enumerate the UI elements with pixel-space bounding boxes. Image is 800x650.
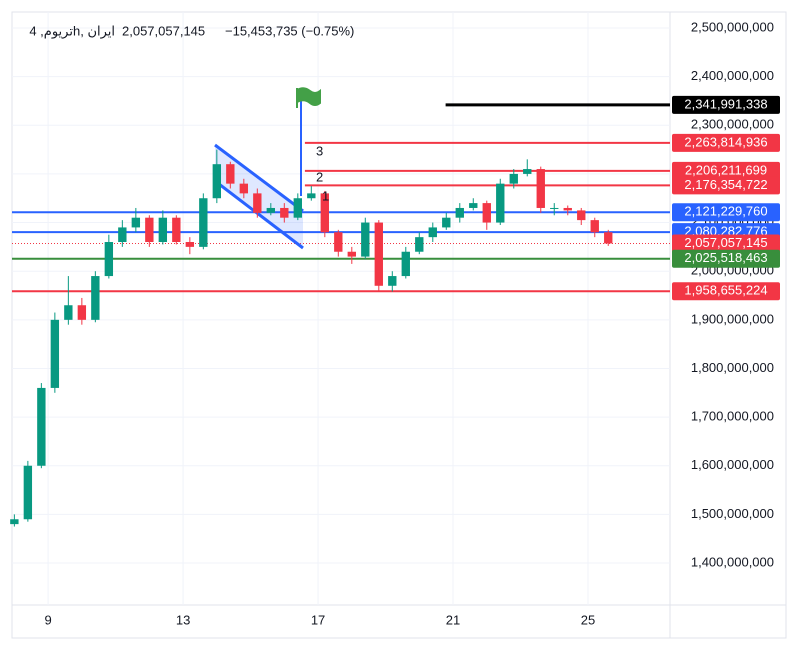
y-tick-label: 1,700,000,000	[691, 409, 774, 424]
candle-body	[23, 465, 33, 520]
candle-body	[428, 227, 437, 238]
annotation: 3	[316, 143, 323, 158]
candle-body	[212, 164, 222, 199]
candle-body	[577, 210, 586, 221]
candle-body	[104, 242, 114, 277]
x-tick-label: 25	[581, 612, 595, 627]
candle-body	[415, 237, 424, 252]
x-tick-label: 9	[44, 612, 51, 627]
channel-bottom	[214, 179, 304, 250]
y-tick-label: 1,800,000,000	[691, 360, 774, 375]
y-tick-label: 1,400,000,000	[691, 554, 774, 569]
candle-body	[509, 173, 518, 184]
candle-body	[590, 220, 599, 233]
candle-body	[10, 519, 19, 525]
candle-body	[334, 232, 343, 252]
candle-body	[307, 193, 316, 199]
candle-body	[388, 276, 397, 286]
candle-body	[37, 387, 46, 466]
candle-body	[482, 203, 491, 223]
price-level-tag	[672, 203, 780, 222]
price-level-tag	[672, 133, 780, 152]
candle-body	[496, 183, 505, 223]
candle-body	[374, 222, 383, 286]
candle-body	[91, 276, 100, 320]
candle-body	[172, 217, 181, 243]
x-tick-label: 17	[311, 612, 325, 627]
candle-body	[158, 217, 168, 243]
candle-body	[266, 207, 275, 213]
price-level-label: 2,176,354,722	[684, 177, 767, 192]
price-level-label: 2,263,814,936	[684, 134, 767, 149]
annotation: 2	[316, 169, 323, 184]
candle-body	[347, 251, 356, 257]
price-level-tag	[672, 282, 780, 301]
price-level-tag	[672, 249, 780, 268]
candle-body	[604, 232, 613, 244]
candle-body	[442, 217, 451, 228]
candle-body	[469, 203, 478, 208]
price-level-label: 2,121,229,760	[684, 204, 767, 219]
candle-body	[455, 207, 464, 218]
candle-body	[563, 207, 572, 211]
candle-body	[550, 207, 559, 209]
price-level-tag	[672, 234, 780, 253]
candle-body	[280, 207, 289, 218]
price-level-label: 2,057,057,145	[684, 235, 767, 250]
price-level-tag	[672, 95, 780, 114]
y-tick-label: 1,600,000,000	[691, 457, 774, 472]
y-tick-label: 1,900,000,000	[691, 311, 774, 326]
y-tick-label: 2,300,000,000	[691, 117, 774, 132]
x-tick-label: 21	[446, 612, 460, 627]
grid	[12, 12, 670, 605]
last-price: 2,057,057,145	[122, 23, 205, 38]
candle-body	[64, 305, 73, 320]
candle-body	[523, 169, 532, 174]
price-level-label: 1,958,655,224	[684, 283, 767, 298]
candle-body	[145, 217, 154, 243]
candle-body	[401, 251, 410, 277]
y-tick-label: 1,500,000,000	[691, 506, 774, 521]
price-level-label: 2,025,518,463	[684, 250, 767, 265]
candle-body	[320, 193, 329, 233]
candle-body	[293, 198, 302, 218]
candle-body	[50, 319, 60, 388]
chart-frame	[11, 11, 787, 639]
candles	[10, 149, 613, 527]
candle-body	[131, 217, 141, 228]
price-level-label: 2,341,991,338	[684, 96, 767, 111]
candle-body	[253, 193, 262, 213]
symbol-title: تریوم, 4h, ایران	[29, 23, 115, 39]
x-tick-label: 13	[176, 612, 190, 627]
channel-top	[214, 143, 304, 213]
candle-body	[239, 183, 249, 194]
price-level-tag	[672, 161, 780, 180]
flag-icon	[296, 87, 321, 108]
price-level-label: 2,206,211,699	[685, 162, 767, 177]
candle-body	[199, 198, 208, 247]
y-tick-label: 2,500,000,000	[691, 19, 774, 34]
candle-body	[536, 169, 545, 208]
price-level-tag	[672, 176, 780, 195]
axes: 1,400,000,000 1,500,000,000 1,600,000,000 1…	[44, 19, 780, 627]
candle-body	[77, 305, 87, 320]
price-change: −15,453,735 (−0.75%)	[225, 23, 354, 38]
levels	[12, 103, 670, 293]
candle-body	[226, 164, 235, 184]
annotation: 1	[322, 188, 329, 203]
candle-body	[118, 227, 127, 243]
candle-body	[185, 242, 195, 247]
candle-body	[361, 222, 370, 257]
y-tick-label: 2,400,000,000	[691, 68, 774, 83]
